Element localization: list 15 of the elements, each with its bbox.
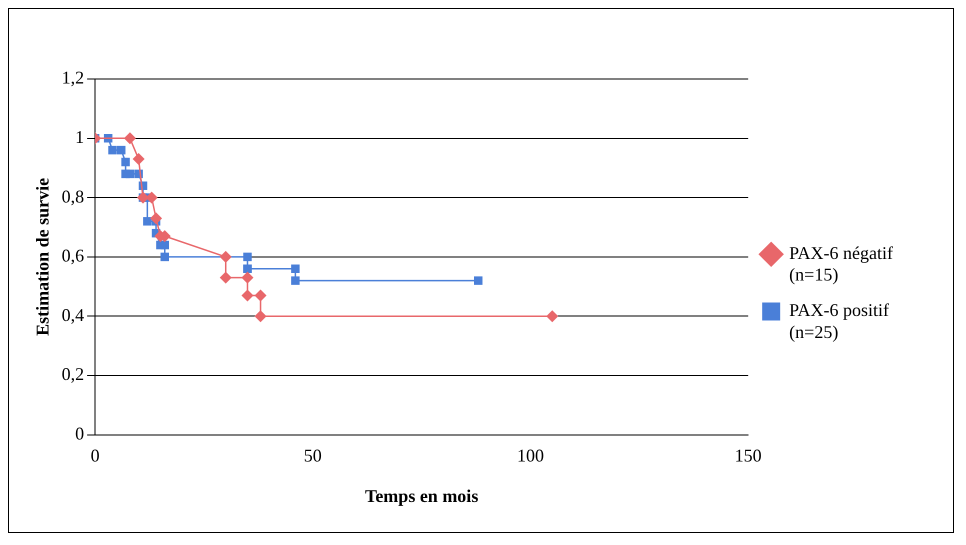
legend-label: PAX-6 positif (n=25)	[789, 300, 890, 342]
x-tick-label: 50	[304, 445, 322, 466]
y-tick-label: 0,6	[62, 246, 84, 266]
x-tick-label: 100	[516, 445, 544, 466]
x-axis-title: Temps en mois	[364, 486, 478, 506]
y-tick-label: 0,4	[62, 304, 84, 325]
x-tick-label: 150	[734, 445, 762, 466]
y-tick-label: 1,2	[62, 68, 84, 88]
legend-label: PAX-6 négatif (n=15)	[789, 243, 894, 285]
y-tick-label: 0,2	[62, 364, 84, 384]
x-tick-label: 0	[90, 445, 100, 466]
y-tick-label: 0,8	[62, 186, 84, 206]
y-axis-title: Estimation de survie	[32, 178, 52, 336]
y-tick-label: 0	[75, 424, 84, 444]
y-tick-label: 1	[75, 127, 84, 148]
